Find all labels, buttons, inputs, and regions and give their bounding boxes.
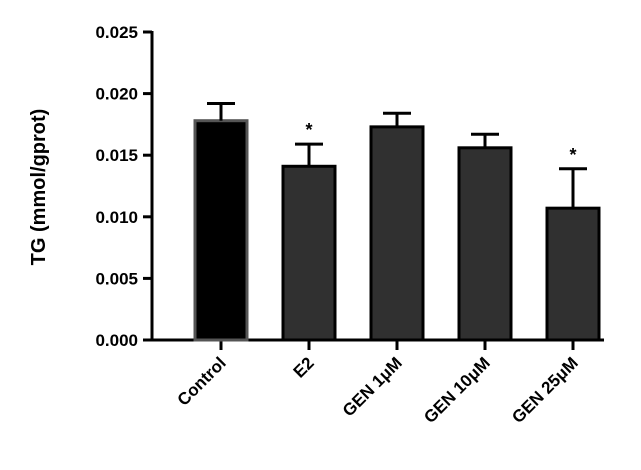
- y-tick-label: 0.010: [95, 208, 138, 227]
- x-tick-label: GEN 1μM: [339, 353, 406, 420]
- y-tick-label: 0.005: [95, 269, 138, 288]
- y-axis-title: TG (mmol/gprot): [28, 109, 50, 266]
- bar-gen-1-m: [369, 125, 425, 342]
- y-tick-label: 0.015: [95, 146, 138, 165]
- x-tick-label: Control: [174, 353, 230, 409]
- y-tick-label: 0.000: [95, 331, 138, 350]
- y-tick-label: 0.020: [95, 85, 138, 104]
- bar-control: [193, 119, 249, 342]
- significance-marker: *: [305, 120, 312, 140]
- x-axis: Control E2 GEN 1μM GEN 10μM GEN 25μM: [150, 338, 604, 427]
- bar-e2: [281, 164, 337, 342]
- significance-markers: **: [305, 120, 576, 165]
- bars: [193, 119, 601, 342]
- x-tick-label: GEN 25μM: [508, 353, 582, 427]
- y-tick-label: 0.025: [95, 23, 138, 42]
- x-tick-label: E2: [290, 353, 318, 381]
- bar-gen-25-m: [545, 206, 601, 342]
- y-axis: 0.000 0.005 0.010 0.015 0.020 0.025: [95, 23, 154, 350]
- bar-gen-10-m: [457, 146, 513, 342]
- x-tick-label: GEN 10μM: [420, 353, 494, 427]
- significance-marker: *: [569, 145, 576, 165]
- error-bars: [207, 101, 587, 209]
